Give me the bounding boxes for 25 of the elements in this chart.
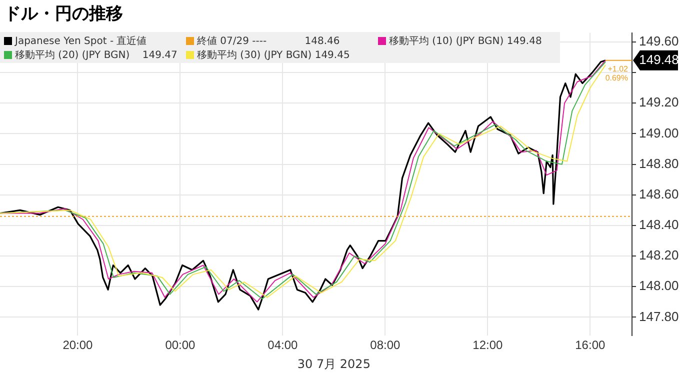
legend-label: 移動平均 (30) (JPY BGN) 149.45 bbox=[196, 48, 351, 62]
y-tick-label: 149.60 bbox=[639, 34, 679, 49]
legend-label: Japanese Yen Spot - 直近値 bbox=[14, 34, 148, 48]
x-tick-label: 20:00 bbox=[62, 338, 94, 352]
y-tick-label: 148.20 bbox=[639, 248, 679, 263]
y-tick-label: 148.00 bbox=[639, 278, 679, 294]
annotation: +1.02 bbox=[608, 64, 629, 74]
x-tick-label: 16:00 bbox=[575, 338, 606, 352]
x-tick-label: 00:00 bbox=[165, 338, 196, 352]
y-tick-label: 149.00 bbox=[639, 125, 679, 140]
y-tick-label: 147.80 bbox=[639, 308, 679, 324]
chart-title: ドル・円の推移 bbox=[4, 3, 123, 25]
annotation: 0.69% bbox=[605, 74, 628, 83]
x-tick-label: 08:00 bbox=[370, 338, 401, 352]
y-tick-label: 149.20 bbox=[639, 94, 679, 110]
legend-label: 終値 07/29 ---- 148.46 bbox=[196, 34, 341, 48]
y-tick-label: 148.40 bbox=[639, 217, 679, 232]
x-tick-label: 04:00 bbox=[268, 338, 298, 352]
x-axis-title: 30 7月 2025 bbox=[297, 356, 370, 373]
legend-label: 移動平均 (10) (JPY BGN) 149.48 bbox=[388, 34, 543, 48]
legend-label: 移動平均 (20) (JPY BGN) 149.47 bbox=[14, 48, 178, 62]
x-tick-label: 12:00 bbox=[472, 338, 504, 352]
annotation: 149.48 bbox=[639, 52, 679, 67]
y-tick-label: 148.80 bbox=[639, 156, 679, 171]
y-tick-label: 148.60 bbox=[639, 186, 679, 202]
